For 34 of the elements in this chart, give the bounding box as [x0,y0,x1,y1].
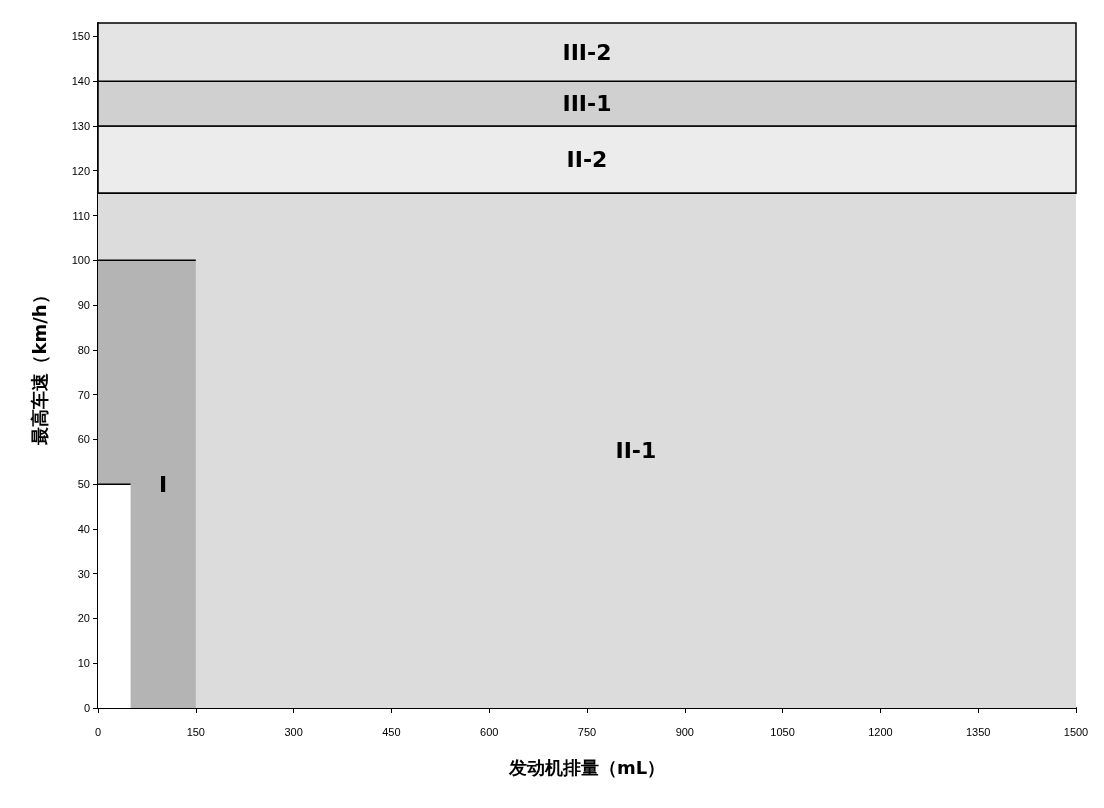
x-tick-label: 150 [186,725,205,738]
y-tick-label: 120 [71,164,90,177]
x-tick-label: 300 [284,725,303,738]
x-axis-title: 发动机排量（mL） [507,756,666,778]
y-tick-label: 90 [77,299,90,312]
y-tick-label: 150 [71,30,90,43]
series-label: I [159,471,168,497]
x-tick-label: 1350 [965,725,991,738]
x-tick-label: 450 [382,725,401,738]
y-tick-label: 30 [77,567,90,580]
x-tick-label: 1200 [868,725,893,738]
y-axis-title: 最高车速（km/h） [28,286,50,446]
y-tick-label: 130 [71,119,90,132]
y-tick-label: 100 [71,254,90,267]
x-tick-label: 1500 [1063,725,1089,738]
x-tick-label: 750 [577,725,597,738]
y-tick-label: 50 [77,478,90,491]
band-label: III-2 [562,39,612,65]
y-tick-label: 60 [77,433,90,446]
x-tick-label: 900 [675,725,694,738]
series-label: II-1 [615,438,657,464]
y-tick-label: 10 [77,657,90,670]
y-tick-label: 140 [71,75,90,88]
y-tick-label: 110 [72,209,90,222]
x-tick-label: 0 [94,725,102,738]
y-tick-label: 70 [77,388,90,401]
x-tick-label: 600 [480,725,499,738]
y-tick-label: 0 [83,702,90,714]
y-tick-label: 40 [77,522,90,535]
y-tick-label: 20 [77,612,90,625]
band-label: III-1 [562,91,612,117]
y-tick-label: 80 [77,343,90,356]
band-label: II-2 [566,147,608,173]
x-tick-label: 1050 [770,725,795,738]
